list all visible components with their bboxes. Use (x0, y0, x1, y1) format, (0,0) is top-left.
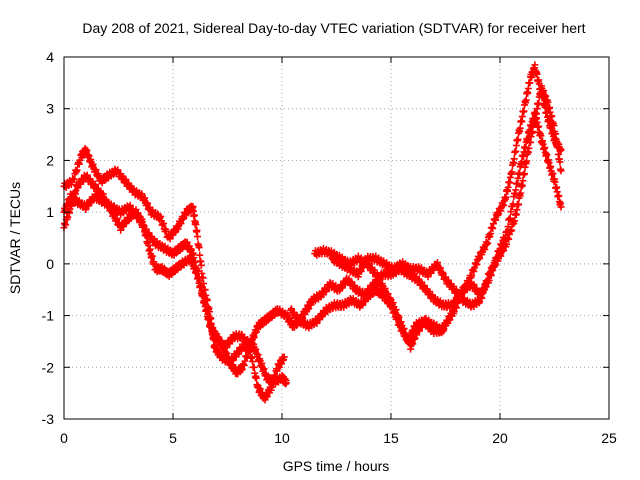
y-tick-label: 0 (46, 256, 54, 272)
data-point (519, 177, 527, 185)
y-axis-label: SDTVAR / TECUs (7, 182, 23, 294)
axis-ticks (63, 56, 610, 420)
data-point (511, 217, 519, 225)
y-tick-label: 4 (46, 49, 54, 65)
x-tick-label: 5 (169, 430, 177, 446)
y-tick-label: 2 (46, 152, 54, 168)
data-point (508, 168, 516, 176)
data-point (521, 170, 529, 178)
data-point (282, 379, 290, 387)
data-point (512, 186, 520, 194)
data-point (557, 167, 565, 175)
data-point (502, 193, 510, 201)
x-axis-label: GPS time / hours (283, 458, 390, 474)
data-point (516, 124, 524, 132)
series-track-4 (287, 108, 565, 347)
data-point (557, 203, 565, 211)
x-tick-label: 15 (383, 430, 399, 446)
data-point (195, 244, 203, 252)
data-point (506, 214, 514, 222)
data-point (193, 226, 201, 234)
data-point (529, 128, 537, 136)
series-track-6 (328, 82, 565, 311)
data-point (205, 316, 213, 324)
data-point (544, 98, 552, 106)
data-point (439, 327, 447, 335)
data-point (552, 135, 560, 143)
data-point (481, 285, 489, 293)
data-point (484, 239, 492, 247)
data-point (280, 353, 288, 361)
plot-frame (63, 56, 610, 420)
x-tick-label: 0 (60, 430, 68, 446)
data-point (523, 157, 531, 165)
y-tick-label: 1 (46, 204, 54, 220)
data-point (550, 122, 558, 130)
data-point (515, 200, 523, 208)
data-point (73, 166, 81, 174)
data-point (535, 99, 543, 107)
data-point (525, 144, 533, 152)
data-point (551, 178, 559, 186)
data-point (484, 276, 492, 284)
y-tick-label: -2 (42, 359, 55, 375)
y-tick-label: -1 (42, 308, 55, 324)
x-tick-label: 20 (492, 430, 508, 446)
data-point (531, 116, 539, 124)
series-track-2 (60, 190, 288, 404)
data-point (246, 344, 254, 352)
data-point (514, 135, 522, 143)
data-point (520, 107, 528, 115)
data-point (252, 374, 260, 382)
y-tick-label: 3 (46, 101, 54, 117)
x-tick-label: 25 (601, 430, 617, 446)
data-point (554, 144, 562, 152)
tick-labels: 0 5 10 15 20 25 -3 -2 -1 0 1 2 3 4 (42, 49, 617, 446)
data-point (512, 147, 520, 155)
data-point (508, 226, 516, 234)
data-point (197, 283, 205, 291)
data-point (194, 233, 202, 241)
data-point (517, 189, 525, 197)
data-point (142, 232, 150, 240)
chart-title: Day 208 of 2021, Sidereal Day-to-day VTE… (82, 20, 585, 36)
y-tick-label: -3 (42, 411, 55, 427)
data-point (192, 221, 200, 229)
data-point (250, 363, 258, 371)
data-point (196, 251, 204, 259)
data-point (556, 158, 564, 166)
data-point (522, 96, 530, 104)
data-points (60, 61, 565, 404)
data-point (510, 155, 518, 163)
data-point (533, 70, 541, 78)
data-point (197, 261, 205, 269)
data-point (526, 79, 534, 87)
data-point (537, 132, 545, 140)
x-tick-label: 10 (274, 430, 290, 446)
